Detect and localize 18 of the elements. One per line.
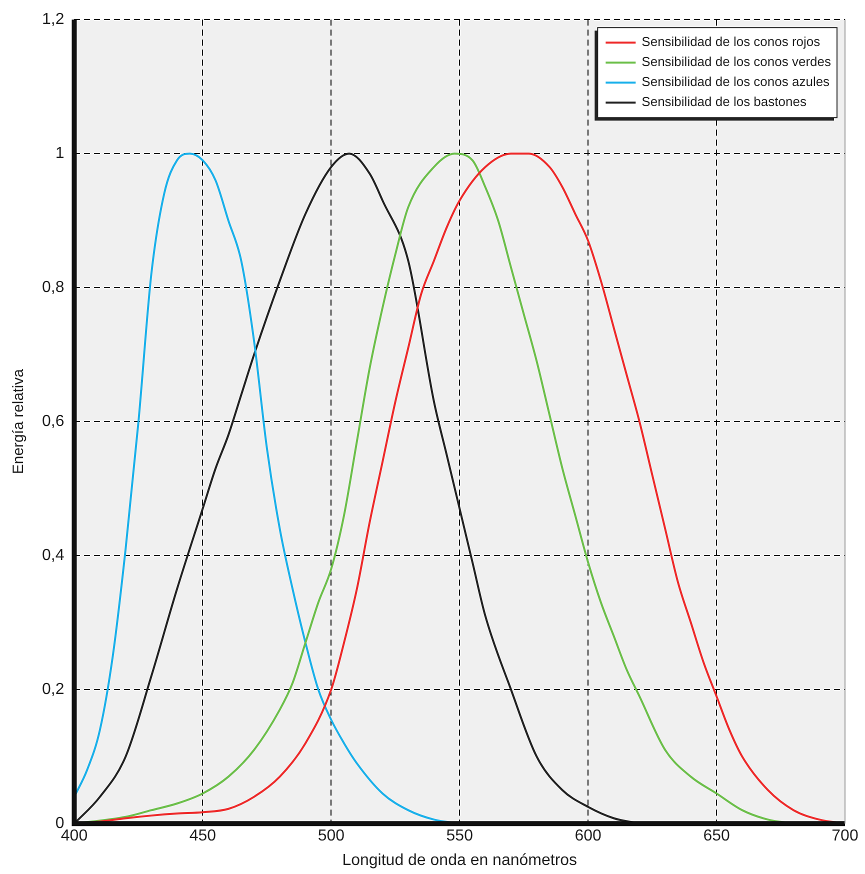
x-tick-label: 700 [832, 828, 858, 845]
y-tick-label: 0,8 [42, 279, 64, 296]
x-axis-title: Longitud de onda en nanómetros [342, 852, 578, 869]
x-tick-label: 550 [446, 828, 474, 845]
legend-label: Sensibilidad de los conos rojos [642, 34, 821, 50]
y-tick-label: 0,2 [42, 681, 64, 698]
y-tick-label: 1 [55, 145, 64, 162]
y-tick-label: 1,2 [42, 11, 64, 28]
y-tick-label: 0,6 [42, 413, 64, 430]
x-tick-label: 450 [189, 828, 216, 845]
y-axis-title: Energía relativa [10, 368, 28, 474]
legend-label: Sensibilidad de los bastones [642, 94, 807, 110]
y-tick-label: 0,4 [42, 547, 64, 564]
x-tick-label: 500 [318, 828, 345, 845]
legend-label: Sensibilidad de los conos verdes [642, 54, 832, 70]
legend-label: Sensibilidad de los conos azules [642, 74, 830, 90]
x-tick-label: 650 [703, 828, 730, 845]
x-tick-label: 600 [574, 828, 602, 845]
